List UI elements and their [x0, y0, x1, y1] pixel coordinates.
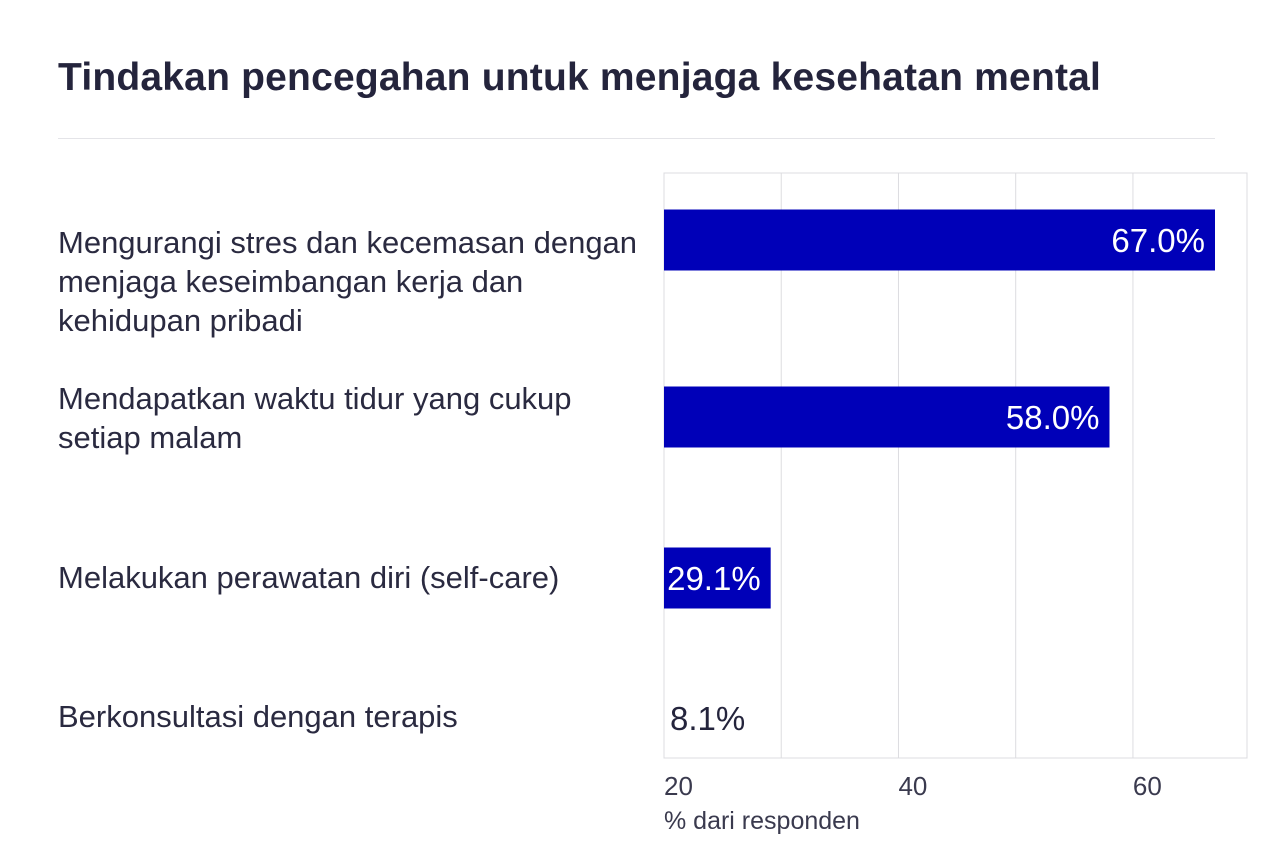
bar: [664, 209, 1215, 271]
category-label-2: Mendapatkan waktu tidur yang cukup setia…: [58, 381, 572, 455]
x-axis-label: % dari responden: [664, 807, 860, 835]
chart-title: Tindakan pencegahan untuk menjaga keseha…: [58, 56, 1102, 99]
bar: [664, 386, 1110, 448]
bar-value-label: 8.1%: [670, 700, 745, 737]
bar-value-label: 67.0%: [1111, 222, 1205, 259]
bar-value-label: 58.0%: [1006, 399, 1100, 436]
bar: [664, 547, 771, 609]
category-label-4: Berkonsultasi dengan terapis: [58, 699, 458, 734]
plot-frame: [663, 172, 1248, 759]
x-tick-label: 20: [664, 771, 693, 801]
category-label-1: Mengurangi stres dan kecemasan dengan me…: [58, 225, 638, 338]
category-label-3: Melakukan perawatan diri (self-care): [58, 560, 560, 595]
x-tick-label: 40: [898, 771, 927, 801]
title-divider: [58, 138, 1215, 139]
bar-value-label: 29.1%: [667, 560, 761, 597]
x-tick-label: 60: [1133, 771, 1162, 801]
